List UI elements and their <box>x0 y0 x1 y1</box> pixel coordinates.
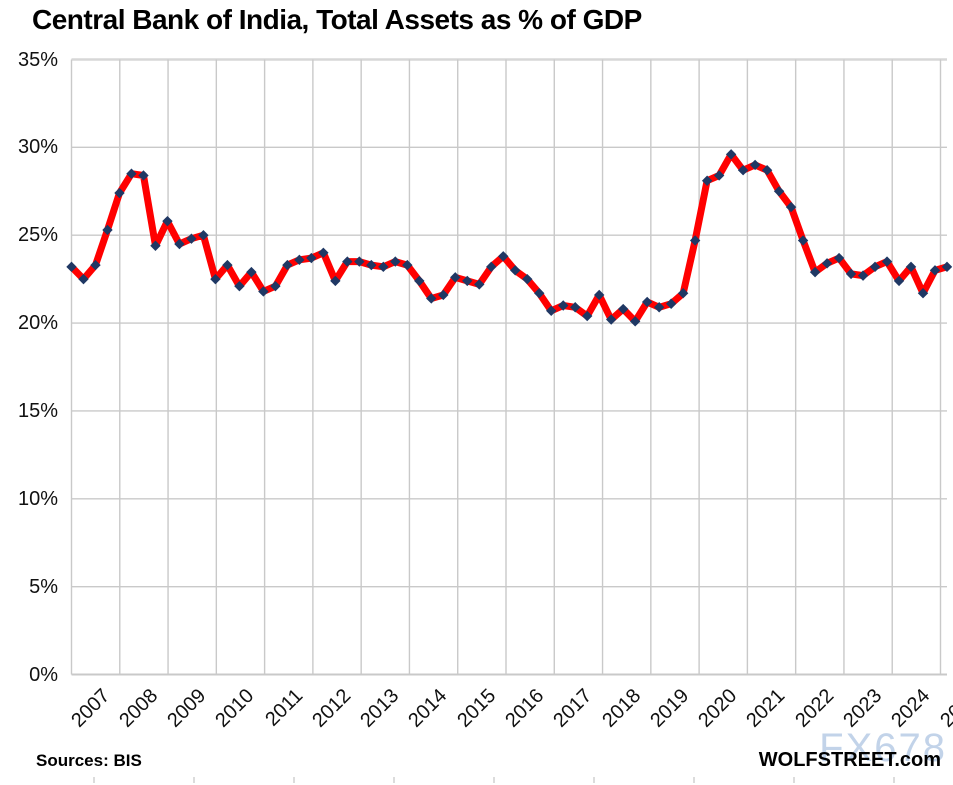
data-point-marker <box>546 305 557 316</box>
data-point-marker <box>210 273 221 285</box>
bottom-ruler-tick <box>693 777 695 783</box>
data-point-marker <box>78 273 89 285</box>
data-point-marker <box>725 149 737 160</box>
data-point-marker <box>318 247 329 258</box>
data-point-marker <box>522 273 533 285</box>
y-axis-tick-label: 5% <box>29 575 58 598</box>
data-point-marker <box>665 298 677 309</box>
data-point-marker <box>246 266 257 278</box>
data-point-marker <box>893 275 905 287</box>
data-point-marker <box>354 256 365 267</box>
data-point-marker <box>677 288 689 299</box>
data-point-marker <box>138 170 149 181</box>
data-point-marker <box>306 252 317 264</box>
data-point-marker <box>102 224 113 236</box>
data-point-marker <box>234 280 245 292</box>
data-point-marker <box>186 233 197 244</box>
data-point-marker <box>222 259 233 271</box>
data-point-marker <box>390 256 401 267</box>
data-point-marker <box>881 256 893 267</box>
data-point-marker <box>785 201 797 213</box>
data-point-marker <box>701 175 713 186</box>
bottom-ruler-tick <box>593 777 595 783</box>
y-axis-tick-label: 20% <box>17 312 58 335</box>
data-point-marker <box>438 289 449 301</box>
bottom-ruler-tick <box>393 777 395 783</box>
data-point-marker <box>797 235 809 246</box>
bottom-ruler-tick <box>93 777 95 783</box>
data-point-marker <box>749 159 761 171</box>
data-point-marker <box>593 289 605 301</box>
data-point-marker <box>162 215 173 227</box>
data-point-marker <box>582 310 593 322</box>
data-point-marker <box>498 251 509 262</box>
data-point-marker <box>150 240 161 251</box>
watermark-text: FX678 <box>819 726 947 770</box>
data-point-marker <box>426 293 437 304</box>
data-point-marker <box>558 300 569 311</box>
data-point-marker <box>474 279 485 290</box>
data-point-marker <box>857 270 869 281</box>
data-point-marker <box>929 265 941 276</box>
data-point-marker <box>641 296 653 308</box>
data-point-marker <box>737 165 749 176</box>
data-point-marker <box>629 316 641 327</box>
y-axis-tick-label: 35% <box>17 48 58 71</box>
data-point-marker <box>713 170 725 181</box>
data-point-marker <box>605 314 617 325</box>
y-axis-tick-label: 0% <box>29 663 58 686</box>
data-point-marker <box>833 252 845 264</box>
data-point-marker <box>761 165 773 176</box>
data-point-marker <box>114 187 125 199</box>
data-point-marker <box>174 238 185 250</box>
data-point-marker <box>689 235 701 246</box>
data-point-marker <box>821 258 833 269</box>
branding-text: WOLFSTREET.com <box>758 749 941 771</box>
y-axis-tick-label: 10% <box>17 487 58 510</box>
data-point-marker <box>330 275 341 287</box>
data-point-marker <box>917 288 929 299</box>
data-point-marker <box>845 268 857 280</box>
data-point-marker <box>402 259 413 271</box>
data-point-marker <box>258 286 269 297</box>
data-point-marker <box>653 302 665 313</box>
data-point-marker <box>534 288 545 299</box>
data-point-marker <box>809 266 821 278</box>
data-point-marker <box>414 275 425 287</box>
data-point-marker <box>617 303 629 315</box>
data-point-marker <box>66 261 77 273</box>
bottom-ruler-tick <box>793 777 795 783</box>
data-point-marker <box>486 261 497 273</box>
bottom-ruler-tick <box>493 777 495 783</box>
bottom-ruler-tick <box>293 777 295 783</box>
data-point-marker <box>773 186 785 197</box>
data-point-marker <box>366 259 377 271</box>
data-point-marker <box>294 254 305 266</box>
data-point-marker <box>126 168 137 179</box>
chart-title: Central Bank of India, Total Assets as %… <box>32 4 642 35</box>
data-point-marker <box>570 302 581 313</box>
data-point-marker <box>510 265 521 276</box>
data-point-marker <box>90 259 101 271</box>
data-point-marker <box>270 280 281 292</box>
data-point-marker <box>905 261 917 273</box>
y-axis-tick-label: 25% <box>17 224 58 247</box>
y-axis-tick-label: 15% <box>17 399 58 422</box>
data-point-marker <box>282 259 293 271</box>
data-point-marker <box>941 261 953 273</box>
sources-note: Sources: BIS <box>36 751 142 770</box>
y-axis-tick-label: 30% <box>17 136 58 159</box>
bottom-ruler-tick <box>893 777 895 783</box>
data-point-marker <box>450 272 461 283</box>
bottom-ruler-tick <box>193 777 195 783</box>
data-point-marker <box>462 275 473 287</box>
data-point-marker <box>378 261 389 273</box>
data-point-marker <box>198 230 209 241</box>
data-point-marker <box>342 256 353 267</box>
data-point-marker <box>869 261 881 273</box>
